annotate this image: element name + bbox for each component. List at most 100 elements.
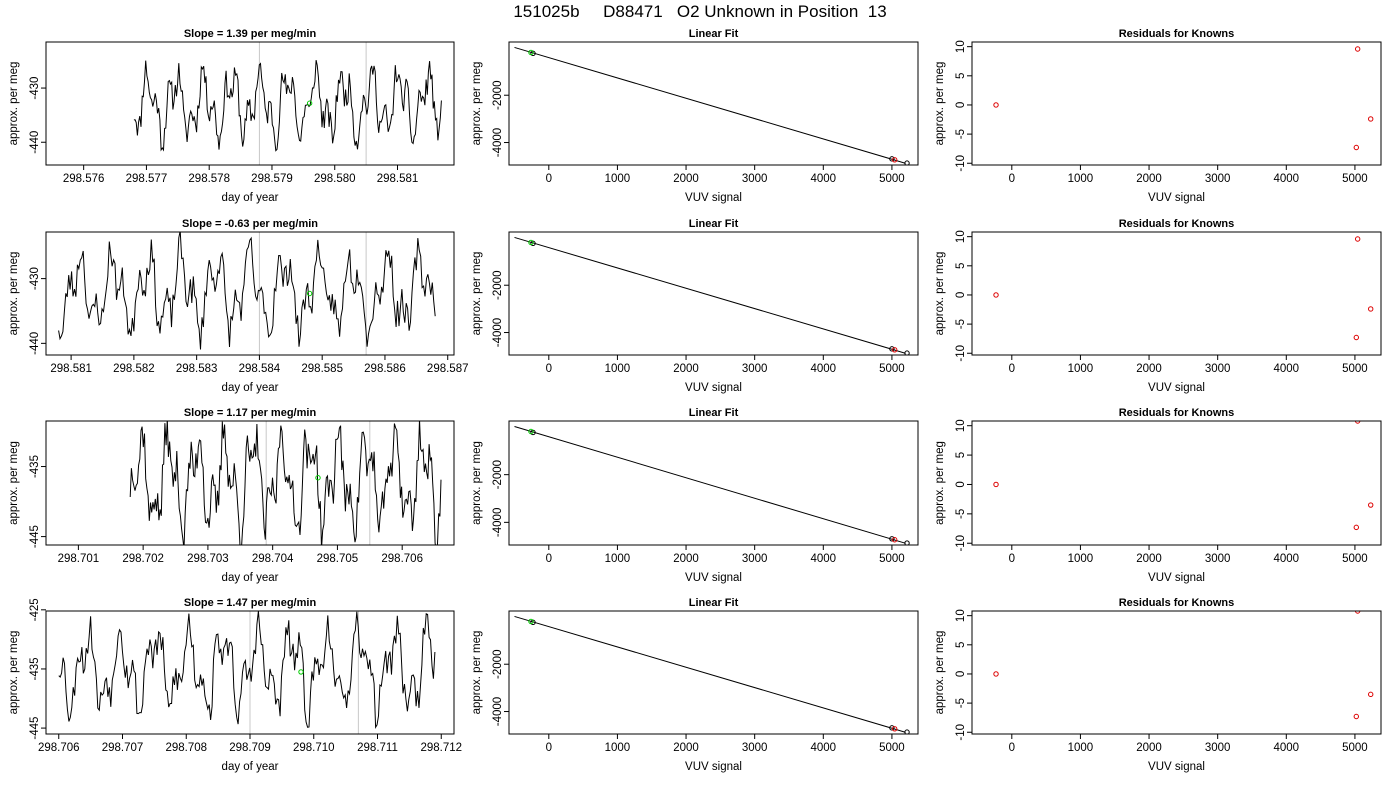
r2-fit-fit-line — [514, 236, 906, 354]
r3-fit-frame — [508, 420, 919, 546]
r3-resid-point-red — [993, 481, 999, 488]
r4-fit-point-green — [528, 618, 534, 625]
r4-fit-xlabel: VUV signal — [685, 761, 742, 773]
r3-resid-ylabel: approx. per meg — [934, 441, 946, 525]
r2-slope-xtick-label: 298.586 — [364, 363, 406, 375]
r3-resid-ytick-label: 0 — [955, 481, 967, 487]
r2-resid-xtick-label: 1000 — [1068, 363, 1094, 375]
r1-fit-ytick-label: -2000 — [492, 81, 504, 110]
r1-fit-xtick-label: 1000 — [605, 173, 631, 185]
r1-fit-point-black — [904, 160, 910, 165]
r4-fit-fit-line — [514, 615, 906, 733]
r1-resid-xtick-label: 0 — [1009, 173, 1015, 185]
r4-fit-xtick-label: 2000 — [673, 742, 699, 754]
r1-slope-ytick-label: -430 — [29, 77, 41, 100]
r3-resid-xtick-label: 4000 — [1274, 553, 1300, 565]
r4-resid-xtick-label: 2000 — [1136, 742, 1162, 754]
r2-resid-xtick-label: 2000 — [1136, 363, 1162, 375]
r2-fit-point-green — [528, 239, 534, 246]
r1-resid-ytick-label: -5 — [955, 129, 967, 139]
r1-fit-data — [514, 46, 910, 165]
r1-resid-ytick-label: 5 — [955, 73, 967, 79]
r4-slope-xtick-label: 298.712 — [420, 742, 462, 754]
r2-fit-point-black — [889, 346, 895, 352]
r1-slope-xtick-label: 298.578 — [188, 173, 230, 185]
r2-fit-frame — [508, 231, 919, 356]
r3-fit-panel: Linear Fit 0 1000 2000 3000 4000 5000 -2000 -400… — [471, 407, 919, 584]
r2-resid-xtick-label: 3000 — [1205, 363, 1231, 375]
r4-resid-ytick-label: 5 — [955, 642, 967, 648]
r2-fit-xtick-label: 4000 — [811, 363, 837, 375]
r4-resid-xtick-label: 0 — [1009, 742, 1015, 754]
r1-fit-xlabel: VUV signal — [685, 192, 742, 204]
r4-fit-xtick-label: 4000 — [811, 742, 837, 754]
r3-slope-marker — [315, 475, 321, 481]
page-title: 151025b D88471 O2 Unknown in Position 13 — [513, 2, 887, 21]
r1-slope-trace — [133, 59, 442, 152]
r1-fit-title: Linear Fit — [689, 28, 739, 40]
r1-resid-ytick-label: 10 — [955, 40, 967, 53]
r4-slope-marker — [298, 669, 304, 675]
r3-resid-ytick-label: -10 — [955, 535, 967, 552]
r3-slope-xlabel: day of year — [222, 572, 279, 584]
r1-resid-xtick-label: 4000 — [1274, 173, 1300, 185]
r4-fit-frame — [508, 610, 919, 735]
r2-resid-xtick-label: 5000 — [1342, 363, 1368, 375]
r2-slope-data — [58, 232, 436, 355]
r4-resid-point-red — [1354, 611, 1361, 614]
r3-fit-point-green — [528, 428, 534, 435]
r1-slope-marker — [306, 100, 313, 106]
r3-resid-panel: Residuals for Knowns 0 1000 2000 3000 4000 500… — [934, 407, 1382, 584]
r4-slope-xtick-label: 298.708 — [165, 742, 207, 754]
r4-slope-ytick-label: -445 — [29, 717, 41, 740]
r2-slope-frame — [45, 231, 455, 356]
r2-fit-point-black — [904, 350, 910, 355]
r4-slope-ytick-label: -425 — [29, 598, 41, 621]
r1-resid-xtick-label: 5000 — [1342, 173, 1368, 185]
r4-resid-xlabel: VUV signal — [1148, 761, 1205, 773]
r2-resid-ytick-label: 10 — [955, 230, 967, 243]
r1-slope-ytick-label: -440 — [29, 131, 41, 154]
r2-slope-ytick-label: -440 — [29, 332, 41, 355]
r1-fit-frame — [508, 41, 919, 166]
r4-fit-title: Linear Fit — [689, 597, 739, 609]
r1-slope-data — [133, 42, 442, 165]
r3-resid-ytick-label: 10 — [955, 419, 967, 432]
r4-slope-panel: Slope = 1.47 per meg/min 298.706 298.707 29… — [8, 597, 462, 773]
r2-slope-xtick-label: 298.584 — [239, 363, 281, 375]
r3-fit-data — [514, 426, 910, 545]
r1-resid-ylabel: approx. per meg — [934, 62, 946, 146]
r1-resid-panel: Residuals for Knowns 0 1000 2000 3000 4000 500… — [934, 28, 1382, 204]
r1-slope-xtick-label: 298.576 — [63, 173, 105, 185]
r1-resid-point-red — [1353, 144, 1359, 151]
r2-fit-ytick-label: -2000 — [492, 271, 504, 300]
r3-resid-point-red — [1368, 502, 1374, 508]
r4-slope-xtick-label: 298.709 — [229, 742, 271, 754]
r3-slope-xtick-label: 298.703 — [187, 553, 229, 565]
r3-fit-xtick-label: 2000 — [673, 553, 699, 565]
r2-resid-ytick-label: -5 — [955, 319, 967, 329]
r2-resid-xtick-label: 4000 — [1274, 363, 1300, 375]
r1-resid-title: Residuals for Knowns — [1119, 28, 1235, 40]
r3-resid-ytick-label: 5 — [955, 452, 967, 458]
r4-resid-point-red — [1353, 713, 1359, 720]
r3-resid-point-red — [1354, 421, 1361, 424]
r4-slope-xtick-label: 298.706 — [38, 742, 80, 754]
r3-fit-point-red — [891, 537, 898, 543]
r2-fit-point-red — [891, 347, 898, 353]
r3-resid-xtick-label: 5000 — [1342, 553, 1368, 565]
r1-fit-point-green — [528, 49, 534, 56]
r1-resid-point-red — [1354, 46, 1361, 52]
r2-slope-panel: Slope = -0.63 per meg/min 298.581 298.582 2… — [8, 218, 469, 394]
r2-fit-xlabel: VUV signal — [685, 382, 742, 394]
r2-slope-marker — [306, 290, 313, 297]
r4-slope-data — [58, 611, 436, 734]
r2-slope-ytick-label: -430 — [29, 267, 41, 290]
r1-fit-panel: Linear Fit 0 1000 2000 3000 4000 5000 -2000 -400… — [471, 28, 919, 204]
r2-resid-ytick-label: 0 — [955, 292, 967, 298]
r1-fit-fit-line — [514, 46, 906, 164]
r3-fit-xtick-label: 3000 — [742, 553, 768, 565]
r2-resid-data — [993, 236, 1374, 341]
r2-fit-xtick-label: 3000 — [742, 363, 768, 375]
r1-resid-point-red — [1368, 116, 1374, 122]
